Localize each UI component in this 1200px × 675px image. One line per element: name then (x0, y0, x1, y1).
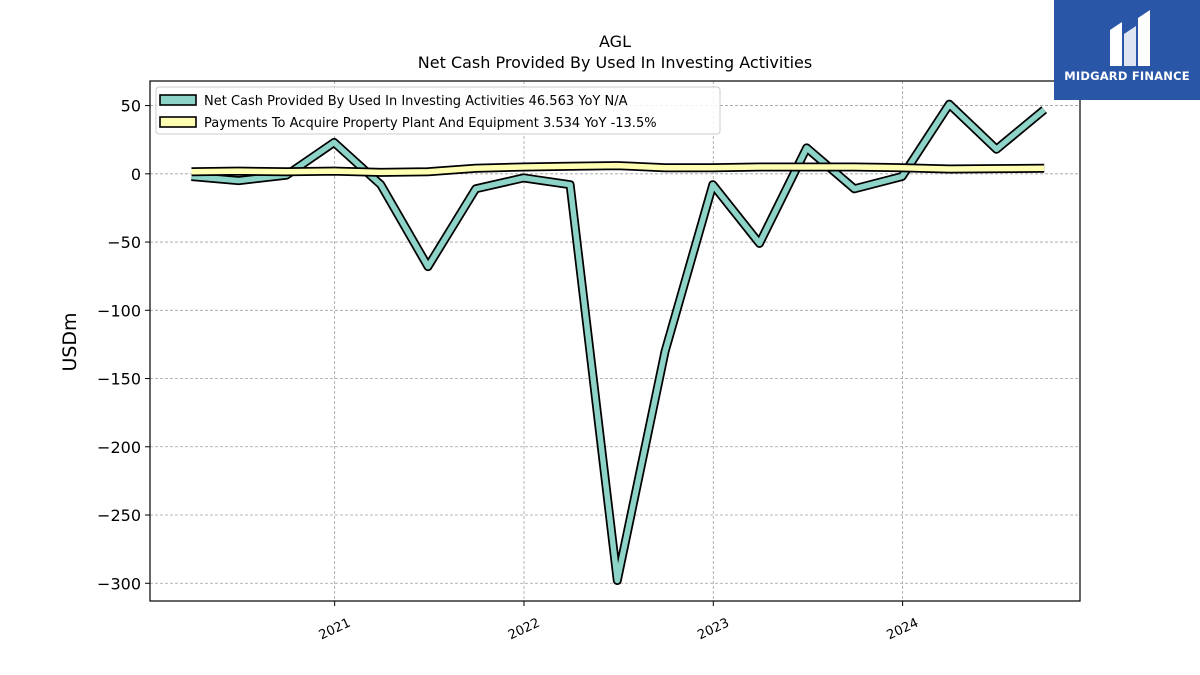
legend-swatch-1 (159, 94, 197, 106)
y-axis-label: USDm (59, 312, 81, 371)
grid (150, 81, 1080, 601)
x-tick-label: 2021 (317, 616, 353, 644)
x-tick-label: 2024 (885, 616, 921, 644)
y-tick-label: −200 (97, 438, 141, 457)
plot-frame (149, 80, 1081, 602)
x-tick-label: 2023 (695, 616, 731, 644)
y-tick-label: 0 (131, 165, 141, 184)
legend-label-1: Net Cash Provided By Used In Investing A… (204, 94, 628, 109)
brand-logo: MIDGARD FINANCE (1054, 0, 1200, 100)
y-tick-label: −300 (97, 574, 141, 593)
y-tick-label: −100 (97, 301, 141, 320)
chart-title: AGL (599, 32, 631, 51)
legend: Net Cash Provided By Used In Investing A… (155, 86, 721, 135)
chart-subtitle: Net Cash Provided By Used In Investing A… (418, 53, 812, 72)
series-layer (191, 99, 1048, 585)
y-tick-label: −250 (97, 506, 141, 525)
brand-name: MIDGARD FINANCE (1064, 69, 1190, 83)
legend-box (155, 86, 721, 135)
y-tick-label: −150 (97, 370, 141, 389)
y-tick-label: −50 (107, 233, 141, 252)
x-tick-label: 2022 (506, 616, 542, 644)
y-tick-label: 50 (121, 97, 141, 116)
brand-mark-icon (1110, 10, 1150, 66)
series-line-2 (191, 162, 1045, 176)
legend-label-2: Payments To Acquire Property Plant And E… (204, 116, 657, 131)
series-line-1 (191, 101, 1046, 584)
legend-swatch-2 (159, 116, 197, 128)
